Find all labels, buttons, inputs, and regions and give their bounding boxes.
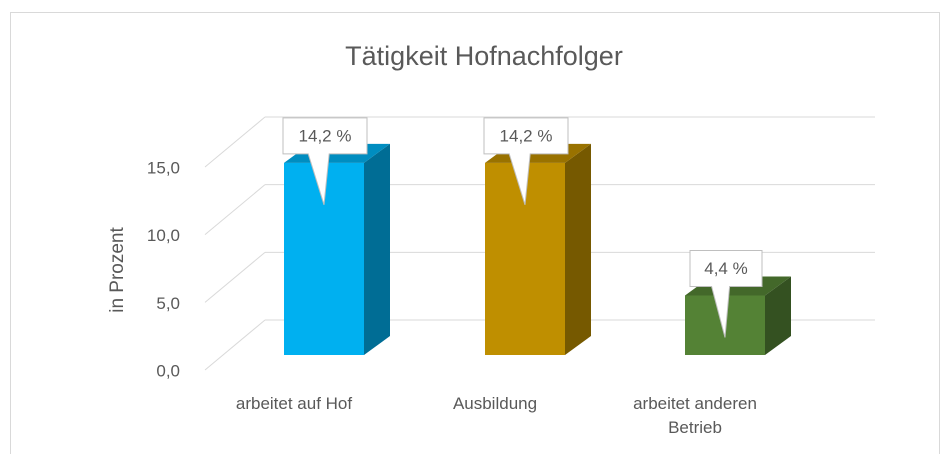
data-label: 14,2 %	[500, 126, 553, 145]
callout	[483, 117, 569, 205]
grid-line-side	[204, 251, 266, 303]
data-label: 14,2 %	[299, 126, 352, 145]
data-label: 4,4 %	[704, 259, 747, 278]
x-tick-label: arbeitet anderen Betrieb	[633, 394, 757, 437]
callout	[689, 249, 763, 338]
y-tick-label: 5,0	[156, 294, 180, 313]
x-tick-label: arbeitet auf Hof	[235, 394, 353, 413]
bar-side	[364, 143, 390, 355]
chart-title: Tätigkeit Hofnachfolger	[345, 41, 623, 71]
y-tick-label: 0,0	[156, 361, 180, 380]
y-tick-label: 15,0	[147, 158, 180, 177]
x-tick-label: Ausbildung	[452, 394, 538, 413]
y-axis-title: in Prozent	[107, 227, 128, 313]
callout	[282, 117, 368, 205]
chart-border	[10, 12, 940, 454]
grid-line-side	[204, 184, 266, 236]
bar-side	[765, 276, 791, 355]
y-tick-label: 10,0	[147, 226, 180, 245]
grid-line-side	[204, 116, 266, 168]
bar-side	[565, 143, 591, 355]
grid-line-side	[204, 319, 266, 371]
